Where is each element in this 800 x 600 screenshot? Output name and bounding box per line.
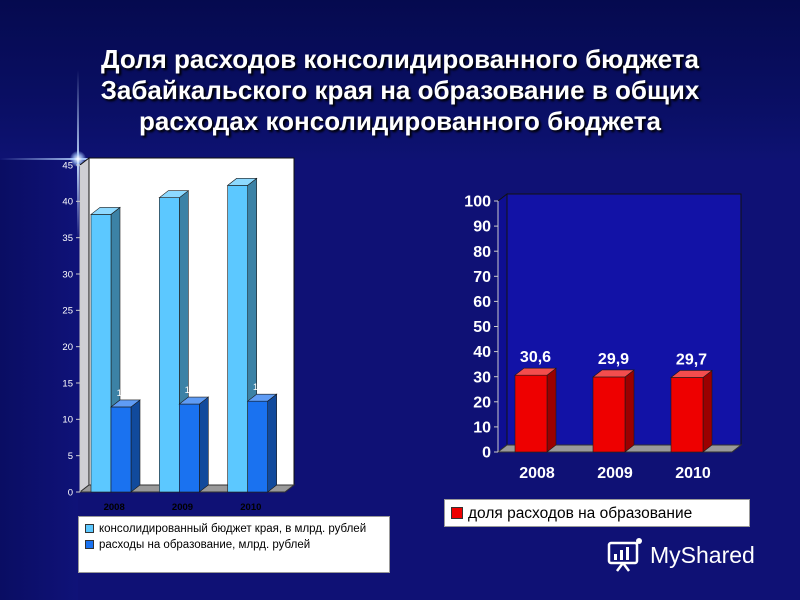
legend-entry-budget: консолидированный бюджет края, в млрд. р… [85, 521, 383, 537]
legend-label-education: расходы на образование, млрд. рублей [99, 539, 311, 551]
x-tick-label: 2009 [172, 502, 193, 513]
data-label: 12,1 [185, 385, 204, 396]
bar-side [702, 369, 713, 453]
data-label: 42,2 [233, 166, 252, 177]
bar-top [514, 367, 557, 376]
y-tick-label: 15 [62, 378, 73, 389]
y-tick-label: 80 [473, 244, 491, 261]
bar-side [624, 369, 635, 453]
y-tick-label: 40 [473, 344, 491, 361]
data-label: 30,6 [520, 349, 551, 366]
x-tick-label: 2008 [519, 465, 555, 482]
watermark-text: MyShared [650, 541, 755, 568]
x-tick-label: 2010 [675, 465, 711, 482]
y-tick-label: 50 [473, 319, 491, 336]
y-tick-label: 0 [68, 487, 73, 498]
y-tick-label: 30 [62, 269, 73, 280]
y-tick-label: 45 [62, 160, 73, 171]
y-tick-label: 35 [62, 233, 73, 244]
x-tick-label: 2008 [104, 502, 125, 513]
data-label: 29,7 [676, 351, 707, 368]
myshared-watermark[interactable]: MyShared [606, 535, 786, 575]
bar-top [246, 393, 278, 402]
legend-swatch-dark-blue [85, 540, 94, 549]
y-tick-label: 20 [473, 394, 491, 411]
data-label: 40,5 [165, 179, 184, 190]
legend-swatch-red [451, 507, 463, 519]
y-tick-label: 10 [62, 415, 73, 426]
bar-top [592, 369, 635, 378]
data-label: 29,9 [598, 351, 629, 368]
y-tick-label: 70 [473, 269, 491, 286]
bar-top [178, 396, 210, 405]
y-tick-label: 30 [473, 369, 491, 386]
data-label: 38,2 [96, 195, 115, 206]
legend-entry-education: расходы на образование, млрд. рублей [85, 537, 383, 553]
y-tick-label: 25 [62, 306, 73, 317]
budget-chart-legend: консолидированный бюджет края, в млрд. р… [78, 516, 390, 573]
legend-swatch-light-blue [85, 524, 94, 533]
y-tick-label: 10 [473, 420, 491, 437]
bar-top [670, 370, 713, 378]
y-tick-label: 100 [464, 194, 491, 211]
y-tick-label: 60 [473, 294, 491, 311]
y-tick-label: 40 [62, 197, 73, 208]
bar-top [158, 190, 190, 198]
data-label: 12,5 [253, 382, 272, 393]
bar-top [90, 207, 121, 215]
header-band [0, 0, 800, 160]
bar-side [546, 367, 557, 453]
x-tick-label: 2010 [240, 502, 261, 513]
y-tick-label: 20 [62, 342, 73, 353]
presentation-board-icon [607, 538, 642, 572]
data-label: 11,7 [117, 388, 135, 399]
bar-top [110, 399, 141, 408]
x-tick-label: 2009 [597, 465, 633, 482]
share-chart-legend: доля расходов на образование [444, 499, 750, 527]
bar [514, 374, 548, 453]
bar [592, 376, 626, 453]
y-tick-label: 90 [473, 219, 491, 236]
slide-title: Доля расходов консолидированного бюджета… [100, 44, 700, 136]
plot-side-wall [497, 192, 508, 454]
bar-top [226, 178, 258, 186]
legend-entry-share: доля расходов на образование [451, 504, 743, 523]
y-tick-label: 0 [482, 445, 491, 462]
left-band [0, 160, 78, 600]
legend-label-budget: консолидированный бюджет края, в млрд. р… [99, 523, 367, 535]
legend-label-share: доля расходов на образование [468, 505, 693, 522]
y-tick-label: 5 [68, 451, 73, 462]
bar [670, 377, 704, 453]
